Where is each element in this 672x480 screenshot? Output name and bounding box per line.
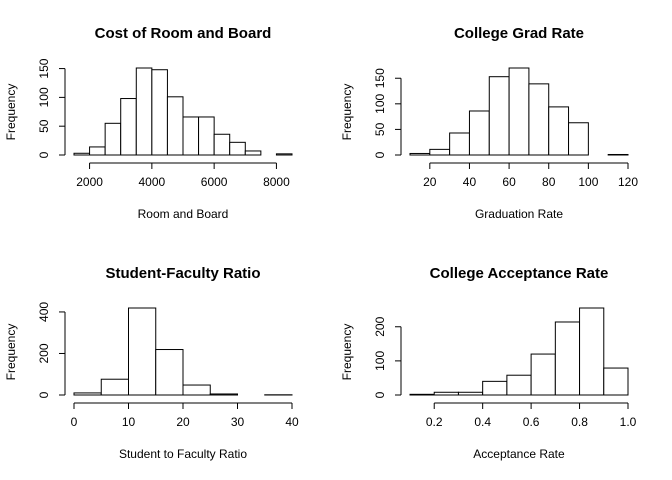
bar — [104, 122, 122, 156]
panel: Student-Faculty Ratio Student to Faculty … — [4, 265, 299, 461]
bar — [73, 152, 91, 156]
bar — [468, 110, 490, 156]
x-tick-label: 1.0 — [620, 415, 637, 429]
x-tick-label: 100 — [578, 175, 598, 189]
y-tick-label: 200 — [37, 343, 51, 363]
x-tick-label: 4000 — [139, 175, 166, 189]
x-axis-label: Graduation Rate — [475, 207, 563, 221]
panel: College Acceptance Rate Acceptance Rate Fr… — [340, 265, 636, 461]
x-tick-label: 8000 — [263, 175, 290, 189]
y-tick-label: 400 — [37, 302, 51, 322]
bar — [506, 374, 532, 396]
bar — [198, 116, 215, 156]
bar — [488, 76, 510, 156]
x-tick-label: 0 — [71, 415, 78, 429]
bar — [100, 378, 129, 396]
bar — [182, 116, 200, 156]
bar — [409, 393, 435, 396]
x-tick-label: 0.2 — [426, 415, 443, 429]
x-tick-label: 0.4 — [474, 415, 491, 429]
panel: Cost of Room and Board Room and Board Freq… — [4, 25, 293, 221]
x-tick-label: 0.8 — [571, 415, 588, 429]
y-tick-label: 50 — [37, 119, 51, 133]
x-tick-label: 20 — [423, 175, 437, 189]
y-axis-label: Frequency — [340, 324, 354, 381]
bar — [213, 133, 231, 156]
bar — [554, 321, 581, 396]
bar — [482, 380, 508, 396]
x-tick-label: 0.6 — [523, 415, 540, 429]
x-tick-label: 80 — [542, 175, 556, 189]
bar — [128, 307, 157, 396]
y-tick-label: 100 — [373, 93, 387, 113]
bar — [151, 69, 168, 156]
bar — [579, 307, 605, 396]
y-tick-label: 200 — [373, 316, 387, 336]
bar — [508, 67, 530, 156]
y-tick-label: 150 — [37, 58, 51, 78]
y-axis-label: Frequency — [4, 84, 18, 141]
x-tick-label: 30 — [231, 415, 245, 429]
y-tick-label: 0 — [37, 391, 51, 398]
x-axis-label: Student to Faculty Ratio — [119, 447, 247, 461]
x-tick-label: 40 — [285, 415, 299, 429]
y-tick-label: 100 — [37, 87, 51, 107]
x-tick-label: 60 — [502, 175, 516, 189]
chart-title: Cost of Room and Board — [95, 25, 272, 42]
y-axis-label: Frequency — [340, 84, 354, 141]
bar — [449, 132, 470, 156]
chart-title: College Acceptance Rate — [430, 265, 609, 282]
bar — [429, 148, 451, 156]
bar — [433, 391, 459, 396]
x-tick-label: 6000 — [201, 175, 228, 189]
bar — [73, 392, 102, 396]
x-tick-label: 2000 — [76, 175, 103, 189]
chart-title: College Grad Rate — [454, 25, 584, 42]
x-axis-label: Room and Board — [138, 207, 229, 221]
bar — [166, 96, 184, 156]
y-tick-label: 50 — [373, 122, 387, 136]
bar — [409, 152, 431, 156]
bar — [120, 98, 137, 156]
panel: College Grad Rate Graduation Rate Frequenc… — [340, 25, 638, 221]
bar — [607, 153, 629, 156]
bar — [528, 83, 550, 156]
chart-title: Student-Faculty Ratio — [105, 265, 260, 282]
y-tick-label: 0 — [37, 151, 51, 158]
bar — [244, 150, 262, 156]
bar — [275, 153, 293, 156]
bar — [209, 393, 238, 396]
bar — [229, 141, 246, 156]
x-tick-label: 10 — [122, 415, 136, 429]
x-tick-label: 20 — [176, 415, 190, 429]
x-tick-label: 120 — [618, 175, 638, 189]
x-tick-label: 40 — [463, 175, 477, 189]
bar — [548, 106, 570, 156]
bar — [568, 122, 589, 156]
y-tick-label: 100 — [373, 351, 387, 371]
bar — [182, 384, 211, 396]
y-tick-label: 0 — [373, 391, 387, 398]
bar — [89, 146, 106, 156]
x-axis-label: Acceptance Rate — [473, 447, 565, 461]
bar — [135, 67, 153, 156]
bar — [530, 353, 556, 396]
bar — [603, 367, 629, 396]
y-tick-label: 150 — [373, 68, 387, 88]
bar — [457, 391, 484, 396]
bar — [155, 349, 184, 396]
y-axis-label: Frequency — [4, 324, 18, 381]
y-tick-label: 0 — [373, 151, 387, 158]
